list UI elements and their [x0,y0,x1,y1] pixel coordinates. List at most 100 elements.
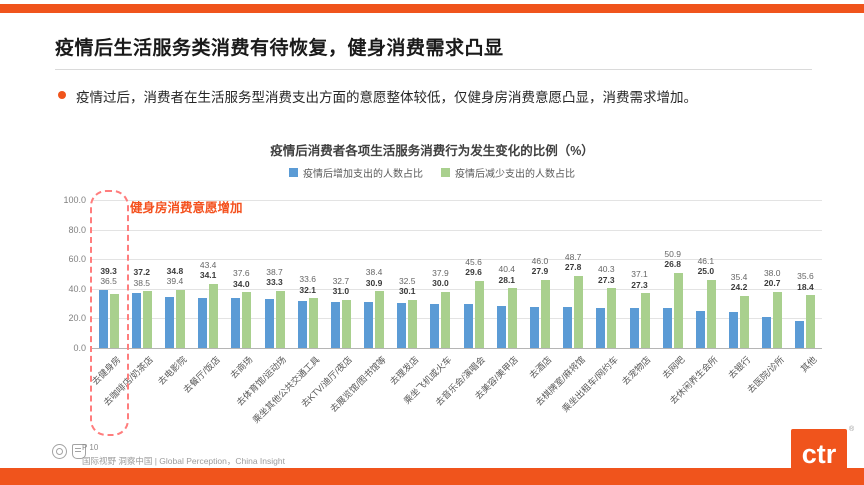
x-axis-label: 去酒店 [527,354,554,381]
value-labels: 32.7 31.0 [321,276,361,297]
x-axis-label: 去银行 [726,354,753,381]
value-labels: 33.6 32.1 [288,274,328,295]
value-label-decrease: 50.9 [664,248,681,259]
bar-decrease [142,291,152,348]
value-label-decrease: 40.4 [498,264,516,275]
value-labels: 32.5 30.1 [387,276,427,297]
y-axis-tick-label: 20.0 [68,313,86,324]
value-label-decrease: 37.9 [432,267,449,278]
bar-decrease [109,293,119,348]
value-labels: 39.3 36.5 [89,266,129,287]
highlight-dashed-box [90,190,129,436]
bar-decrease [308,298,318,348]
x-axis-label: 去网吧 [659,354,687,381]
value-label-decrease: 48.7 [564,251,582,262]
bar-decrease [773,291,783,348]
summary-bullet: 疫情过后，消费者在生活服务型消费支出方面的意愿整体较低，仅健身房消费意愿凸显，消… [58,86,828,106]
bar-decrease [540,279,550,348]
gridline [92,318,822,320]
gridline [92,259,822,261]
bar-increase [762,317,772,348]
bar-increase [662,308,672,348]
legend-swatch-blue [289,168,298,177]
value-label-increase: 30.1 [398,286,416,297]
bar-decrease [673,272,683,348]
value-label-increase: 20.7 [763,278,781,289]
value-label-decrease: 33.6 [299,274,316,285]
value-label-increase: 24.2 [730,282,748,293]
value-label-increase: 28.1 [498,274,516,285]
bar-decrease [275,290,285,348]
legend-item-increase: 疫情后增加支出的人数占比 [289,165,423,180]
value-labels: 35.4 24.2 [719,272,759,293]
value-label-increase: 37.2 [133,267,151,278]
value-label-decrease: 32.5 [398,275,416,286]
legend-swatch-green [441,168,450,177]
value-label-decrease: 38.4 [365,267,383,278]
value-label-increase: 39.3 [100,265,117,276]
value-label-decrease: 37.6 [233,268,250,279]
bar-increase [264,298,274,348]
value-label-increase: 34.8 [166,265,184,276]
value-label-increase: 29.6 [465,267,482,278]
bar-increase [430,303,440,348]
value-label-increase: 30.0 [432,278,449,289]
bar-increase [198,297,208,348]
chart-title: 疫情后消费者各项生活服务消费行为发生变化的比例（%） [270,144,594,158]
bar-increase [297,300,307,348]
value-label-increase: 27.8 [564,262,582,273]
bar-increase [397,303,407,348]
value-label-decrease: 35.6 [797,271,814,282]
footer-accent-bar [0,468,864,485]
gridline [92,200,822,201]
value-label-decrease: 39.4 [166,276,184,287]
value-labels: 46.0 27.9 [520,256,560,277]
value-label-decrease: 43.4 [199,259,217,270]
bar-increase [231,297,241,348]
value-label-increase: 31.0 [332,286,350,297]
bar-increase [795,320,805,348]
gridline [92,288,822,290]
bar-increase [729,312,739,348]
title-divider [55,69,812,70]
bar-decrease [574,275,584,348]
bullet-text: 疫情过后，消费者在生活服务型消费支出方面的意愿整体较低，仅健身房消费意愿凸显，消… [76,90,697,105]
value-labels: 37.6 34.0 [221,268,261,289]
top-accent-bar [0,4,864,13]
bar-decrease [474,280,484,348]
y-axis-tick-label: 40.0 [68,283,86,294]
x-axis-label: 去宠物店 [620,354,653,387]
value-labels: 46.1 25.0 [686,256,726,277]
bar-increase [463,304,473,348]
gridline [92,229,822,231]
bar-increase [364,302,374,348]
value-label-increase: 25.0 [697,266,715,277]
legend-label-decrease: 疫情后减少支出的人数占比 [455,169,575,180]
footer-tagline: 国际视野 洞察中国 | Global Perception，China Insi… [82,456,285,466]
value-labels: 35.6 18.4 [785,271,825,292]
value-label-increase: 30.9 [365,277,383,288]
page-number: P 10 [82,443,99,452]
bar-increase [496,306,506,348]
value-label-decrease: 35.4 [730,271,748,282]
value-label-decrease: 38.5 [133,277,151,288]
x-axis-label: 去商场 [228,354,255,381]
value-labels: 38.7 33.3 [255,267,295,288]
certification-logos [52,444,86,459]
value-label-increase: 34.1 [199,270,217,281]
highlight-annotation: 健身房消费意愿增加 [130,201,243,215]
chart-legend: 疫情后增加支出的人数占比 疫情后减少支出的人数占比 [0,165,864,180]
value-label-increase: 27.3 [631,279,648,290]
bar-decrease [640,293,650,348]
y-axis-tick-label: 100.0 [63,195,86,205]
value-label-decrease: 46.1 [697,255,715,266]
y-axis-tick-label: 0.0 [73,343,86,353]
legend-item-decrease: 疫情后减少支出的人数占比 [441,165,575,180]
value-label-decrease: 32.7 [332,275,350,286]
page-title: 疫情后生活服务类消费有待恢复，健身消费需求凸显 [55,38,504,59]
bar-decrease [507,288,517,348]
bar-increase [596,307,606,348]
value-label-increase: 26.8 [664,259,681,270]
bar-decrease [806,295,816,348]
